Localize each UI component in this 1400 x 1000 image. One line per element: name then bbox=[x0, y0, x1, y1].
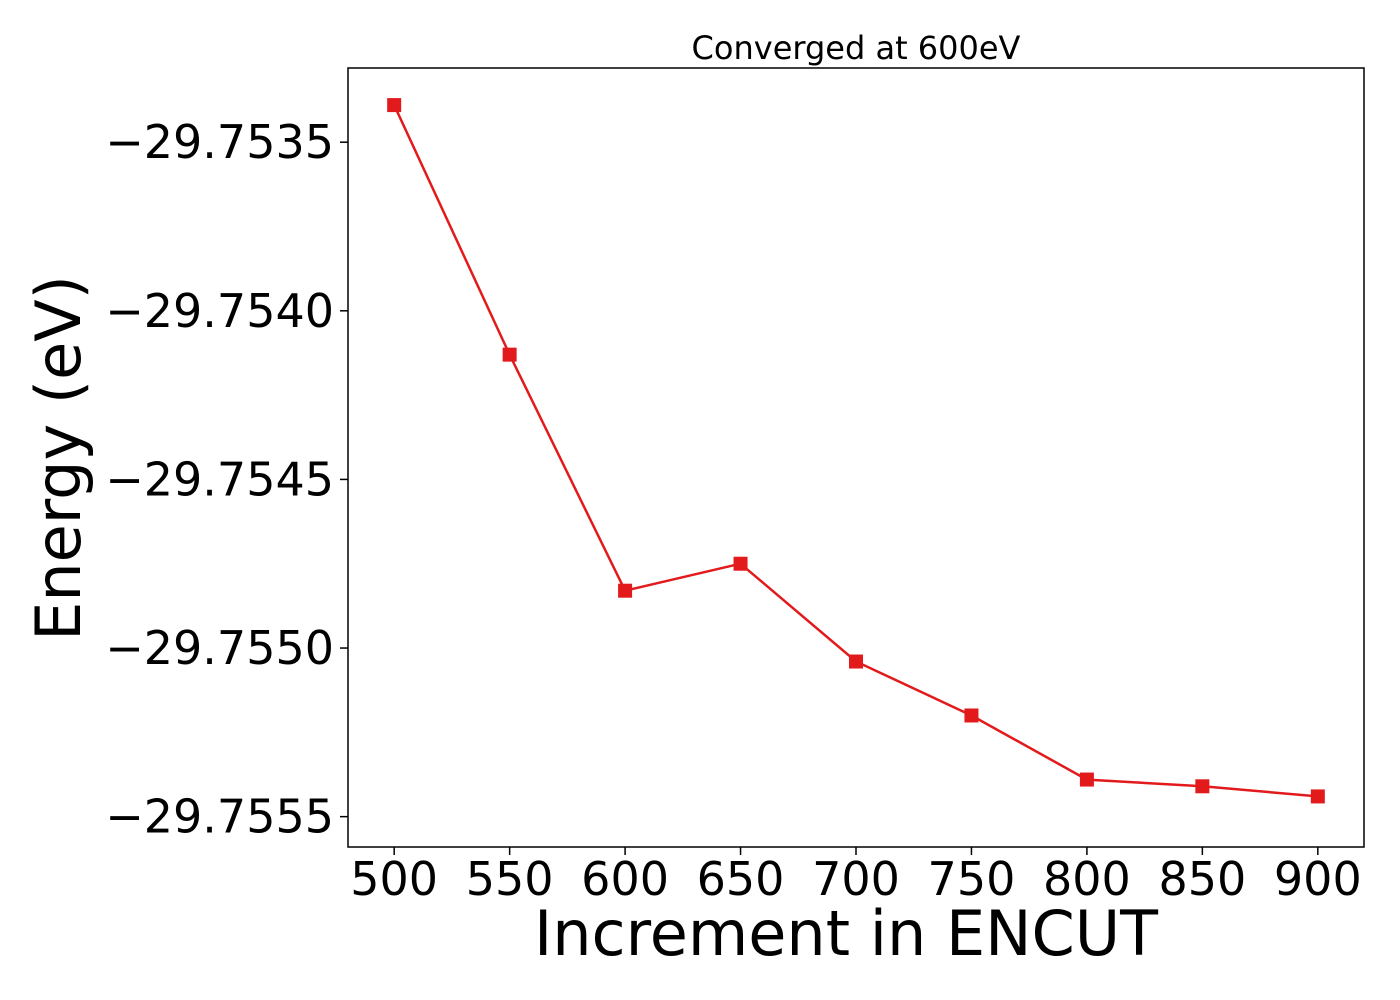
y-axis-label: Energy (eV) bbox=[22, 275, 95, 641]
data-point-marker bbox=[733, 556, 748, 571]
x-tick-label: 650 bbox=[697, 852, 785, 906]
y-tick-label: −29.7535 bbox=[105, 115, 334, 169]
data-point-marker bbox=[1195, 779, 1210, 794]
data-point-marker bbox=[1310, 789, 1325, 804]
x-axis-label: Increment in ENCUT bbox=[534, 897, 1159, 970]
y-tick-label: −29.7540 bbox=[105, 284, 334, 338]
data-point-marker bbox=[849, 654, 863, 669]
x-tick-label: 550 bbox=[466, 852, 554, 906]
x-axis: 500 550 600 650 700 750 800 850 900 bbox=[350, 847, 1362, 906]
y-tick-label: −29.7550 bbox=[105, 621, 334, 675]
x-tick-label: 750 bbox=[928, 852, 1016, 906]
data-point-marker bbox=[1079, 772, 1094, 787]
series-energy bbox=[387, 98, 1325, 804]
chart-title: Converged at 600eV bbox=[692, 29, 1021, 67]
y-tick-label: −29.7555 bbox=[105, 790, 334, 844]
x-tick-label: 850 bbox=[1158, 852, 1246, 906]
x-tick-label: 600 bbox=[581, 852, 669, 906]
x-tick-label: 700 bbox=[812, 852, 900, 906]
x-tick-label: 800 bbox=[1043, 852, 1131, 906]
y-axis: −29.7535 −29.7540 −29.7545 −29.7550 −29.7555 bbox=[105, 115, 348, 844]
x-tick-label: 500 bbox=[350, 852, 438, 906]
data-point-marker bbox=[618, 583, 633, 598]
data-point-marker bbox=[387, 98, 402, 113]
data-point-marker bbox=[964, 708, 979, 723]
y-tick-label: −29.7545 bbox=[105, 452, 334, 506]
plot-area bbox=[347, 67, 1365, 848]
x-tick-label: 900 bbox=[1274, 852, 1362, 906]
data-point-marker bbox=[502, 347, 517, 362]
